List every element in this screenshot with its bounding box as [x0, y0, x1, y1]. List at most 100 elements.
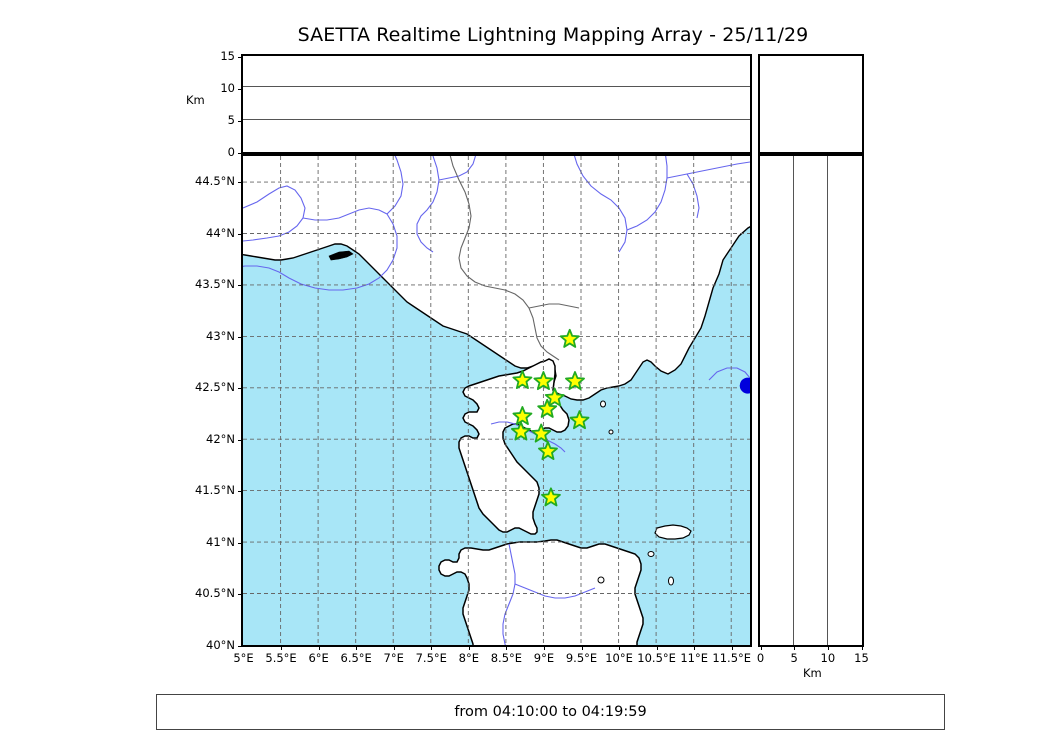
lon-tick-label-7: 8.5°E: [490, 651, 523, 665]
station-marker[interactable]: [537, 398, 558, 418]
corner-panel: [758, 54, 864, 154]
source-markers-layer[interactable]: [739, 377, 750, 394]
gridline-range-5: [793, 156, 794, 645]
borders-group: [449, 156, 580, 361]
time-range-label: from 04:10:00 to 04:19:59: [454, 704, 647, 720]
range-tick-label-3: 15: [854, 651, 869, 665]
lat-tick-label-6: 43°N: [206, 328, 235, 343]
map-panel[interactable]: [241, 154, 752, 647]
station-marker[interactable]: [538, 441, 558, 461]
lon-tick-7: [506, 645, 508, 650]
lat-tick-3: [238, 491, 243, 493]
lat-tick-8: [238, 233, 243, 235]
station-marker[interactable]: [512, 370, 533, 390]
page-title: SAETTA Realtime Lightning Mapping Array …: [297, 24, 809, 46]
lat-tick-label-0: 40°N: [206, 637, 235, 652]
lat-tick-7: [238, 285, 243, 287]
lat-tick-label-2: 41°N: [206, 534, 235, 549]
station-marker[interactable]: [544, 387, 565, 407]
lat-tick-label-4: 42°N: [206, 431, 235, 446]
lat-tick-5: [238, 388, 243, 390]
lon-tick-1: [281, 645, 283, 650]
alt-tick-label-0: 0: [227, 144, 235, 159]
islet-d: [608, 429, 614, 435]
lon-tick-label-4: 7°E: [383, 651, 404, 665]
altitude-longitude-panel: [241, 54, 752, 154]
map-canvas[interactable]: [243, 156, 750, 645]
alt-tick-label-1: 5: [227, 112, 235, 127]
alt-tick-label-3: 15: [220, 48, 235, 63]
lon-tick-label-10: 10°E: [605, 651, 633, 665]
islet-c: [597, 576, 605, 584]
lon-tick-6: [468, 645, 470, 650]
lon-tick-label-12: 11°E: [680, 651, 708, 665]
station-marker[interactable]: [559, 328, 580, 348]
lat-tick-4: [238, 439, 243, 441]
station-marker[interactable]: [510, 421, 531, 441]
alt-tick-label-2: 10: [220, 80, 235, 95]
islet-b: [668, 576, 674, 586]
islet-capraia: [600, 400, 606, 408]
sardinia: [438, 539, 644, 645]
station-marker[interactable]: [569, 410, 590, 430]
lon-tick-5: [431, 645, 433, 650]
lon-tick-label-9: 9.5°E: [565, 651, 598, 665]
landmass-group: [243, 156, 750, 645]
altitude-latitude-panel: [758, 154, 864, 647]
lon-tick-12: [694, 645, 696, 650]
station-marker[interactable]: [565, 371, 585, 391]
station-marker[interactable]: [541, 487, 561, 507]
lat-tick-6: [238, 336, 243, 338]
lon-tick-2: [318, 645, 320, 650]
lightning-source-marker[interactable]: [739, 377, 750, 394]
gridline-alt-10: [243, 86, 750, 87]
lon-tick-9: [581, 645, 583, 650]
lat-tick-label-1: 40.5°N: [195, 586, 235, 601]
lon-tick-4: [393, 645, 395, 650]
lon-tick-label-2: 6°E: [308, 651, 329, 665]
lat-tick-9: [238, 182, 243, 184]
lon-tick-label-6: 8°E: [458, 651, 479, 665]
lat-tick-1: [238, 594, 243, 596]
lon-tick-3: [356, 645, 358, 650]
islet-a: [647, 551, 655, 557]
range-tick-0: [760, 645, 762, 650]
status-bar: from 04:10:00 to 04:19:59: [156, 694, 945, 730]
mainland-europe: [243, 156, 750, 401]
gridline-alt-5: [243, 119, 750, 120]
elba-island: [654, 524, 692, 540]
lon-tick-11: [656, 645, 658, 650]
gridline-range-10: [827, 156, 828, 645]
altitude-axis-title: Km: [186, 93, 205, 107]
range-axis-title: Km: [803, 666, 822, 680]
lat-tick-label-8: 44°N: [206, 225, 235, 240]
range-tick-label-1: 5: [790, 651, 798, 665]
lat-tick-label-7: 43.5°N: [195, 277, 235, 292]
station-markers-layer[interactable]: [510, 328, 590, 507]
station-marker[interactable]: [533, 371, 554, 391]
range-tick-label-2: 10: [820, 651, 836, 665]
range-tick-3: [861, 645, 863, 650]
range-tick-2: [827, 645, 829, 650]
station-marker[interactable]: [531, 423, 552, 443]
alt-tick-3: [238, 56, 243, 58]
lon-tick-8: [543, 645, 545, 650]
range-tick-label-0: 0: [756, 651, 765, 665]
lon-tick-10: [619, 645, 621, 650]
lon-tick-label-1: 5.5°E: [265, 651, 297, 665]
lat-tick-label-3: 41.5°N: [195, 483, 235, 498]
lon-tick-label-13: 11.5°E: [712, 651, 752, 665]
map-gridlines: [243, 156, 750, 645]
alt-tick-1: [238, 120, 243, 122]
rivers-group: [243, 156, 750, 645]
lat-tick-2: [238, 542, 243, 544]
coast-detail-marseille: [328, 250, 354, 261]
station-marker[interactable]: [512, 406, 533, 426]
lon-tick-label-8: 9°E: [533, 651, 555, 665]
lat-tick-0: [238, 645, 243, 647]
lat-tick-label-5: 42.5°N: [195, 380, 235, 395]
lon-tick-13: [731, 645, 733, 650]
lon-tick-label-3: 6.5°E: [340, 651, 372, 665]
alt-tick-2: [238, 88, 243, 90]
